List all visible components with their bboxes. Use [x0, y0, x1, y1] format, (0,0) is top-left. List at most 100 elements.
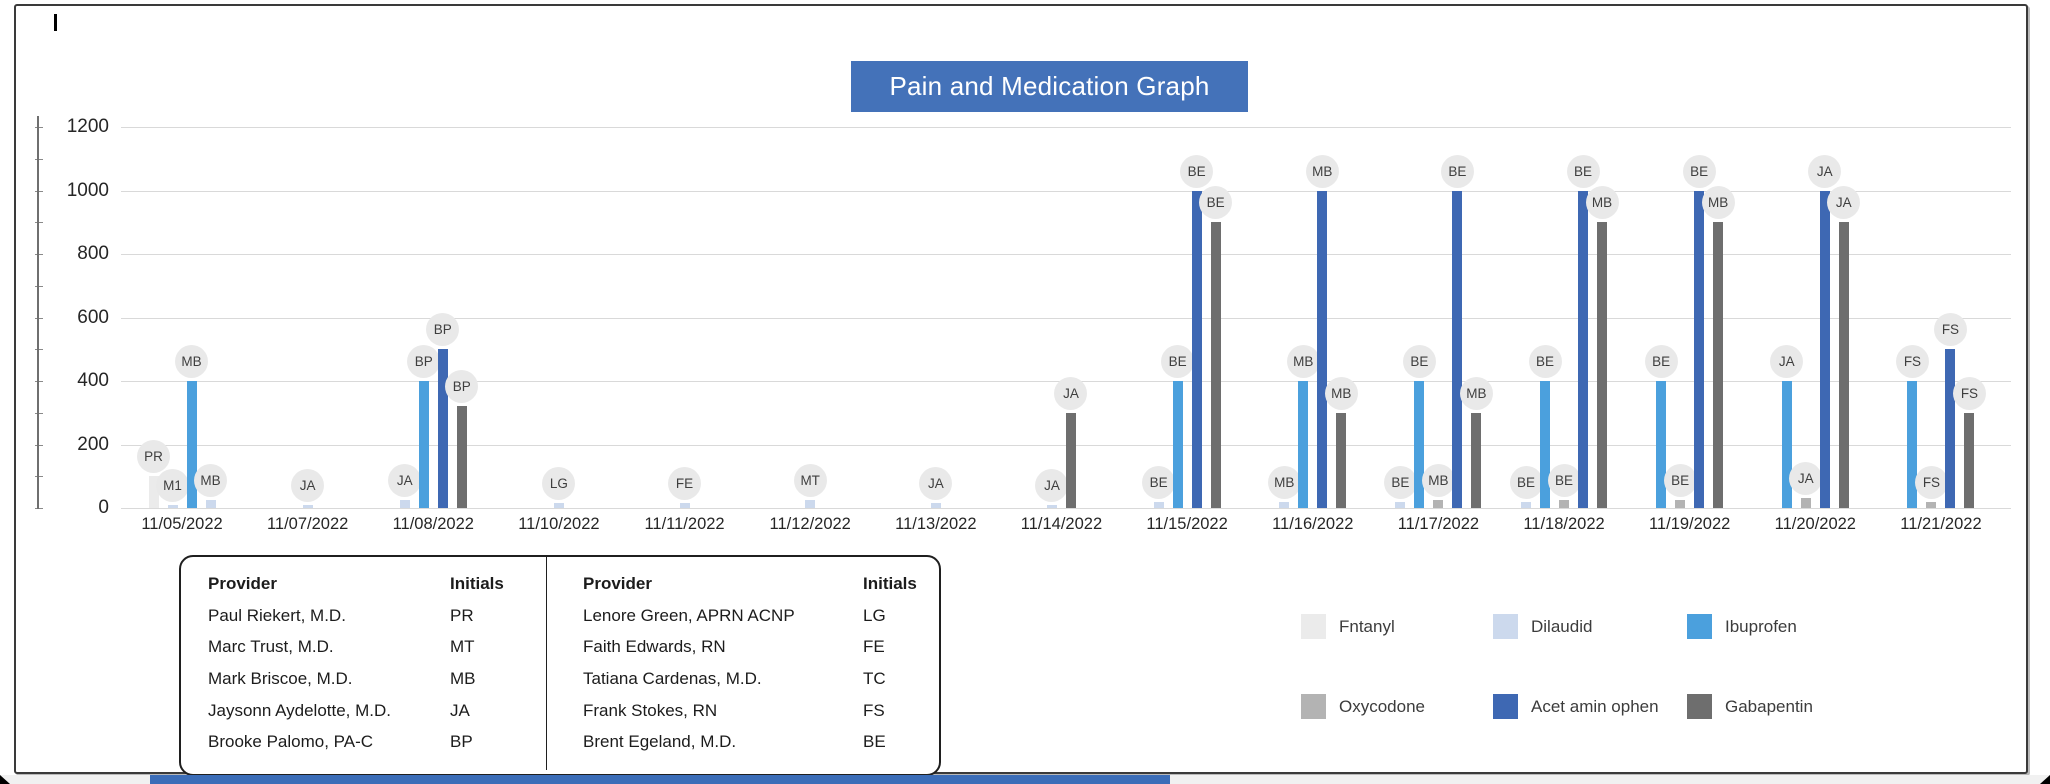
chart-bar — [1945, 349, 1956, 508]
y-axis-tick-mark — [35, 190, 43, 192]
bar-provider-initials-label: FS — [1914, 465, 1948, 499]
x-axis-date-label: 11/13/2022 — [895, 515, 977, 533]
chart-bar — [1656, 381, 1667, 508]
legend-swatch-icon — [1687, 694, 1712, 719]
chart-bar — [1317, 190, 1328, 508]
legend-label: Ibuprofen — [1725, 616, 1797, 636]
y-axis-tick-label: 400 — [77, 370, 109, 391]
chart-bar — [553, 503, 564, 508]
provider-initials-cell: Initials — [863, 573, 917, 593]
bar-provider-initials-label: MT — [793, 464, 827, 498]
provider-initials-cell: BE — [863, 732, 886, 752]
bar-provider-initials-label: MB — [1459, 376, 1493, 410]
bar-provider-initials-label: JA — [1054, 376, 1088, 410]
provider-name-cell: Brent Egeland, M.D. — [583, 732, 737, 752]
scroll-right-arrow-icon[interactable] — [2040, 775, 2050, 784]
bar-provider-initials-label: MB — [1701, 186, 1735, 220]
bar-provider-initials-label: JA — [388, 464, 422, 498]
y-axis-tick-mark — [35, 508, 43, 509]
chart-bar — [805, 500, 816, 508]
bar-provider-initials-label: MB — [194, 464, 227, 498]
bar-provider-initials-label: BP — [426, 313, 460, 347]
legend-label: Fntanyl — [1339, 616, 1395, 636]
bar-provider-initials-label: BP — [407, 345, 441, 378]
provider-initials-cell: TC — [863, 668, 886, 688]
provider-initials-cell: Initials — [450, 573, 504, 593]
y-gridline — [121, 254, 2011, 255]
chart-title-banner: Pain and Medication Graph — [851, 61, 1248, 112]
chart-title: Pain and Medication Graph — [889, 71, 1210, 101]
provider-initials-table: Provider Initials Paul Riekert, M.D. PR Marc… — [179, 555, 941, 776]
scroll-left-arrow-icon[interactable] — [0, 775, 10, 784]
x-axis-date-label: 11/21/2022 — [1900, 515, 1982, 533]
y-axis-tick-mark — [35, 444, 43, 446]
bar-provider-initials-label: JA — [1035, 468, 1069, 502]
bar-provider-initials-label: BE — [1199, 186, 1233, 220]
provider-initials-cell: FS — [863, 700, 885, 720]
provider-name-cell: Marc Trust, M.D. — [208, 637, 334, 657]
provider-name-cell: Tatiana Cardenas, M.D. — [583, 668, 762, 688]
legend-swatch-icon — [1301, 694, 1326, 719]
chart-bar — [1046, 504, 1057, 508]
y-axis-tick-label: 1200 — [66, 116, 109, 137]
provider-name-cell: Paul Riekert, M.D. — [208, 605, 346, 625]
chart-bar — [1559, 500, 1570, 508]
bar-provider-initials-label: JA — [1827, 186, 1861, 220]
x-axis-date-label: 11/20/2022 — [1774, 515, 1856, 533]
y-axis-tick-mark — [35, 317, 43, 319]
provider-name-cell: Provider — [208, 573, 277, 593]
x-axis-date-label: 11/18/2022 — [1523, 515, 1605, 533]
legend-swatch-icon — [1301, 614, 1326, 639]
horizontal-scrollbar-thumb[interactable] — [150, 775, 1170, 784]
bar-provider-initials-label: BP — [445, 370, 479, 404]
chart-bar — [437, 349, 448, 508]
chart-bar — [1694, 190, 1705, 508]
legend-item: Gabapentin — [1687, 694, 1813, 719]
provider-initials-cell: FE — [863, 637, 885, 657]
table-row: Marc Trust, M.D. MT — [208, 631, 504, 663]
table-row: Mark Briscoe, M.D. MB — [208, 663, 504, 695]
x-axis-date-label: 11/07/2022 — [266, 515, 349, 533]
chart-bar — [1452, 190, 1463, 508]
legend-swatch-icon — [1493, 614, 1518, 639]
legend-item: Fntanyl — [1301, 614, 1395, 639]
y-axis-tick-label: 1000 — [66, 179, 109, 201]
y-axis-tick-mark — [35, 476, 43, 478]
table-header-row: Provider Initials — [583, 568, 917, 600]
bar-provider-initials-label: MB — [175, 345, 208, 378]
table-row: Faith Edwards, RN FE — [583, 631, 917, 663]
chart-bar — [679, 503, 690, 508]
chart-bar — [302, 504, 313, 508]
chart-bar — [1521, 501, 1532, 508]
chart-bar — [1414, 381, 1425, 508]
y-gridline — [121, 127, 2011, 128]
x-axis-date-label: 11/10/2022 — [518, 515, 600, 533]
bar-provider-initials-label: BE — [1440, 154, 1474, 188]
bar-provider-initials-label: BE — [1161, 345, 1195, 378]
y-axis-tick-label: 600 — [77, 306, 109, 328]
chart-bar — [1153, 501, 1164, 508]
provider-name-cell: Lenore Green, APRN ACNP — [583, 605, 795, 625]
legend-label: Gabapentin — [1725, 696, 1813, 716]
provider-name-cell: Provider — [583, 573, 652, 593]
bar-provider-initials-label: BE — [1142, 465, 1176, 499]
chart-bar — [1838, 222, 1849, 508]
chart-bar — [456, 406, 467, 508]
chart-bar — [418, 381, 429, 508]
chart-bar — [1279, 501, 1290, 508]
x-axis-date-label: 11/15/2022 — [1146, 515, 1228, 533]
table-row: Frank Stokes, RN FS — [583, 695, 917, 727]
bar-provider-initials-label: BE — [1528, 345, 1562, 378]
legend-swatch-icon — [1687, 614, 1712, 639]
x-axis-date-label: 11/16/2022 — [1272, 515, 1354, 533]
y-axis-tick-mark — [35, 127, 43, 128]
x-axis-date-label: 11/12/2022 — [769, 515, 851, 533]
chart-bar — [1471, 412, 1482, 508]
bar-provider-initials-label: BE — [1663, 464, 1697, 498]
x-axis-date-label: 11/19/2022 — [1648, 515, 1731, 533]
provider-name-cell: Brooke Palomo, PA-C — [208, 732, 374, 752]
bar-provider-initials-label: FS — [1895, 345, 1929, 378]
chart-bar — [1433, 500, 1444, 508]
x-axis-date-label: 11/11/2022 — [644, 515, 725, 533]
chart-bar — [1395, 501, 1406, 508]
